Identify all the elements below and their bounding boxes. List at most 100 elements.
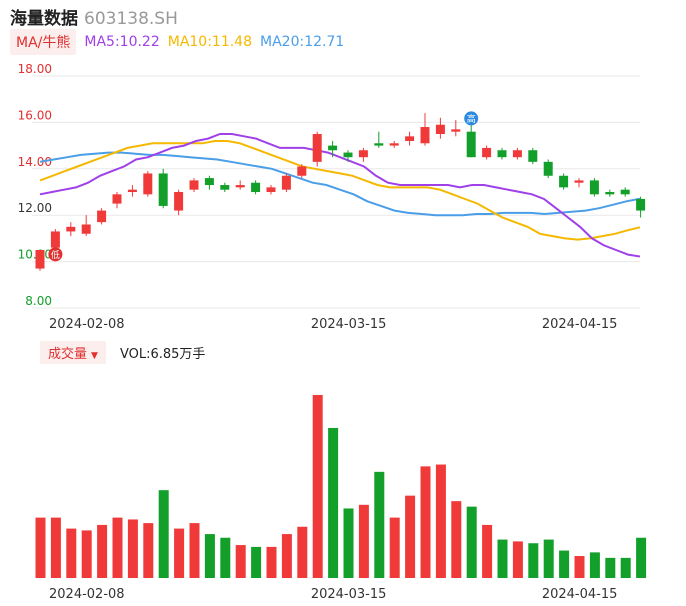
volume-bar[interactable] [343, 508, 354, 578]
volume-bar[interactable] [204, 534, 215, 578]
ma-toggle-button[interactable]: MA/牛熊 [10, 29, 77, 55]
volume-bar[interactable] [574, 556, 585, 578]
candle-body[interactable] [312, 134, 322, 162]
volume-bar[interactable] [158, 490, 169, 578]
volume-bar[interactable] [528, 543, 539, 578]
volume-bar[interactable] [620, 557, 631, 578]
volume-bar[interactable] [389, 517, 400, 578]
volume-toggle-label: 成交量 [48, 346, 88, 362]
candle-body[interactable] [512, 150, 522, 158]
volume-bar[interactable] [143, 523, 154, 578]
volume-bar[interactable] [358, 504, 369, 578]
volume-bar[interactable] [497, 539, 508, 578]
candle-body[interactable] [389, 143, 399, 146]
candle-body[interactable] [497, 150, 507, 158]
volume-toggle-button[interactable]: 成交量 ▼ [40, 340, 106, 364]
candle-body[interactable] [543, 161, 553, 176]
candle-body[interactable] [343, 152, 353, 158]
low-marker [48, 247, 63, 262]
candle-body[interactable] [204, 178, 214, 186]
ma-legend: MA/牛熊 MA5:10.22 MA10:11.48 MA20:12.71 [10, 29, 344, 55]
candle-body[interactable] [574, 180, 584, 183]
candle-body[interactable] [358, 150, 368, 158]
candle-body[interactable] [636, 198, 646, 211]
candle-body[interactable] [466, 131, 476, 158]
volume-bar[interactable] [281, 534, 292, 578]
candle-body[interactable] [235, 185, 245, 188]
candle-body[interactable] [112, 194, 122, 204]
candle-body[interactable] [405, 136, 415, 141]
volume-bar[interactable] [97, 524, 108, 578]
volume-bar[interactable] [266, 546, 277, 578]
volume-bar[interactable] [66, 528, 77, 578]
volume-bar[interactable] [189, 523, 200, 578]
stock-title: 海量数据 603138.SH [10, 4, 178, 29]
volume-bar[interactable] [251, 546, 262, 578]
y-tick-label: 10.00 [18, 248, 52, 262]
candle-body[interactable] [50, 231, 60, 248]
volume-bar[interactable] [35, 517, 46, 578]
candle-body[interactable] [251, 182, 261, 192]
volume-bar[interactable] [636, 537, 647, 578]
x-tick-label: 2024-04-15 [542, 317, 618, 332]
candle-body[interactable] [97, 210, 107, 223]
candle-body[interactable] [189, 180, 199, 190]
candle-body[interactable] [620, 189, 630, 195]
y-tick-label: 18.00 [18, 62, 52, 76]
caret-down-icon: ▼ [91, 350, 98, 361]
volume-bar[interactable] [420, 466, 431, 578]
volume-x-tick-label: 2024-02-08 [49, 587, 125, 602]
candle-body[interactable] [81, 224, 91, 234]
candle-body[interactable] [328, 145, 338, 151]
candle-body[interactable] [451, 129, 461, 132]
volume-bar[interactable] [235, 545, 246, 578]
candle-body[interactable] [605, 192, 615, 195]
volume-bar[interactable] [174, 528, 185, 578]
volume-bar[interactable] [297, 526, 308, 578]
volume-bar[interactable] [466, 506, 477, 578]
candle-body[interactable] [281, 175, 291, 190]
stock-code: 603138.SH [84, 9, 178, 29]
x-tick-label: 2024-02-08 [49, 317, 125, 332]
candle-body[interactable] [220, 185, 230, 190]
volume-bar[interactable] [605, 557, 616, 578]
candle-body[interactable] [559, 175, 569, 188]
volume-bar[interactable] [512, 541, 523, 578]
volume-bar[interactable] [559, 550, 570, 578]
candle-body[interactable] [528, 150, 538, 162]
volume-bar[interactable] [112, 517, 123, 578]
candle-body[interactable] [435, 124, 445, 134]
ma10-label: MA10:11.48 [167, 34, 253, 50]
candle-body[interactable] [482, 147, 492, 158]
volume-bar[interactable] [589, 552, 600, 578]
volume-bar[interactable] [451, 501, 462, 578]
volume-bar[interactable] [482, 524, 493, 578]
volume-bar[interactable] [220, 537, 231, 578]
x-tick-label: 2024-03-15 [311, 317, 387, 332]
volume-bar[interactable] [127, 519, 138, 578]
candle-body[interactable] [297, 166, 307, 176]
volume-bar[interactable] [435, 464, 446, 578]
candle-body[interactable] [266, 187, 276, 192]
candle-body[interactable] [66, 226, 76, 232]
candle-body[interactable] [374, 143, 384, 146]
candle-body[interactable] [420, 127, 430, 144]
volume-bar[interactable] [81, 530, 92, 578]
candle-body[interactable] [143, 173, 153, 195]
ma5-line [39, 133, 641, 258]
ma5-label: MA5:10.22 [84, 34, 160, 50]
candle-body[interactable] [174, 192, 184, 211]
candle-body[interactable] [35, 250, 45, 269]
candle-body[interactable] [589, 180, 599, 195]
ma20-label: MA20:12.71 [260, 34, 345, 50]
volume-bar[interactable] [543, 539, 554, 578]
volume-bar[interactable] [374, 471, 385, 578]
volume-bar[interactable] [312, 395, 323, 578]
high-marker-label: 高 [467, 113, 476, 125]
candle-body[interactable] [158, 173, 168, 206]
volume-bar[interactable] [405, 495, 416, 578]
volume-bar[interactable] [328, 427, 339, 578]
candle-body[interactable] [127, 189, 137, 192]
volume-bar[interactable] [50, 517, 61, 578]
